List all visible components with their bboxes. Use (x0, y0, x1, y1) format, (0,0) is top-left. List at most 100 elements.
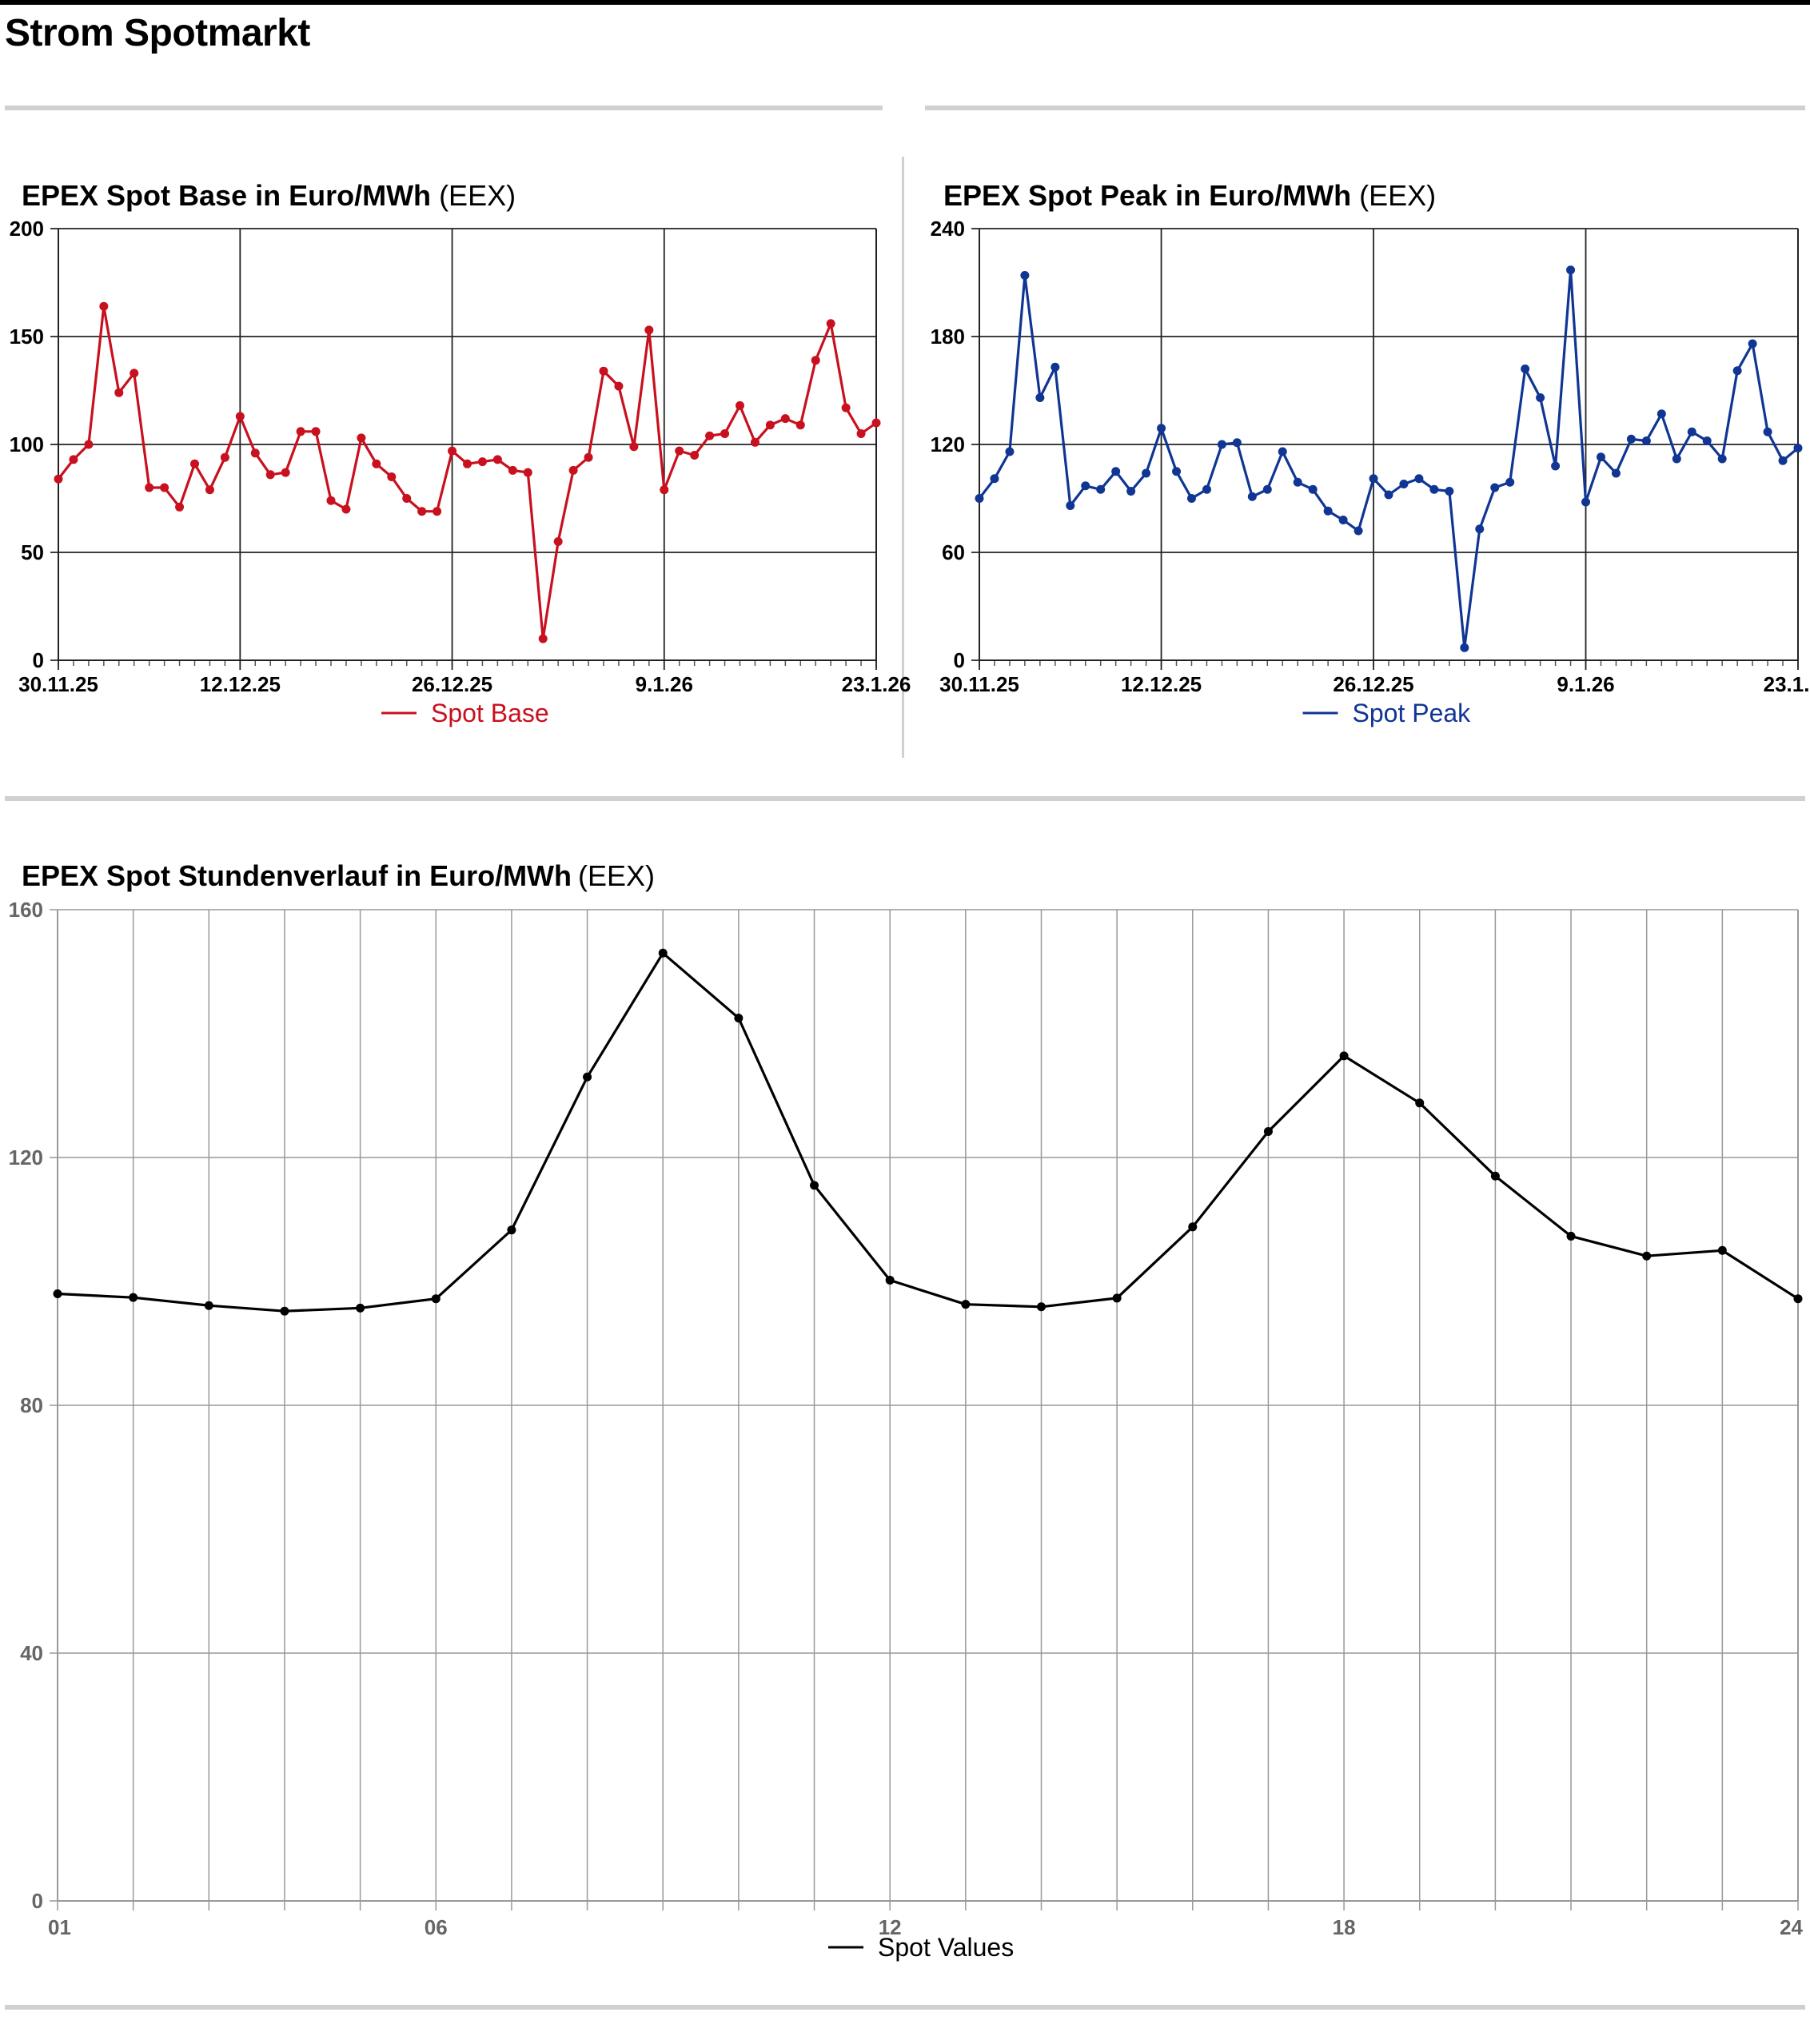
peak-data-point (1505, 477, 1515, 487)
base-chart-title-text: EPEX Spot Base in Euro/MWh (22, 179, 432, 212)
hourly-data-point (1339, 1051, 1349, 1061)
base-xtick-label: 23.1.26 (842, 672, 911, 696)
base-data-point (856, 429, 866, 438)
base-data-point (205, 485, 214, 495)
peak-data-point (1278, 447, 1287, 456)
peak-xtick-label: 9.1.26 (1557, 672, 1614, 696)
base-data-point (660, 485, 669, 495)
hourly-ytick-label: 40 (20, 1641, 43, 1665)
peak-chart-title: EPEX Spot Peak in Euro/MWh (EEX) (943, 179, 1436, 213)
base-data-point (811, 356, 820, 365)
peak-legend-label: Spot Peak (1353, 699, 1472, 727)
peak-data-point (1732, 366, 1742, 376)
peak-xtick-label: 23.1.26 (1764, 672, 1810, 696)
base-data-point (523, 468, 532, 477)
peak-data-point (1308, 484, 1318, 494)
peak-data-point (1369, 474, 1378, 484)
hourly-chart: 0 40 80 120 160 01 06 12 18 24 Spot Values (9, 898, 1804, 1962)
peak-data-point (1262, 484, 1272, 494)
peak-chart: 0 60 120 180 240 30.11.25 12.12.25 26.12.25 9.1.… (931, 217, 1810, 727)
base-data-point (250, 448, 260, 458)
peak-data-point (1445, 487, 1454, 496)
base-data-point (372, 459, 381, 468)
base-data-point (599, 366, 608, 376)
base-data-point (795, 420, 805, 430)
hourly-data-point (1415, 1098, 1425, 1108)
base-data-point (433, 507, 442, 516)
base-data-point (871, 418, 881, 428)
base-data-point (387, 472, 397, 481)
peak-data-point (1157, 424, 1166, 433)
hourly-data-point (507, 1225, 516, 1235)
section-divider-middle (5, 796, 1805, 801)
base-data-point (130, 369, 139, 378)
hourly-xtick-label: 01 (48, 1915, 71, 1939)
base-data-point (736, 400, 744, 410)
base-data-point (357, 433, 366, 443)
base-data-point (417, 507, 427, 516)
peak-data-point (1490, 483, 1500, 492)
peak-data-point (1005, 447, 1015, 456)
base-legend-label: Spot Base (431, 699, 549, 727)
peak-data-point (1702, 436, 1712, 445)
hourly-series-line (57, 951, 1799, 1313)
hourly-data-point (734, 1014, 744, 1023)
base-series-line (57, 305, 877, 640)
base-data-point (463, 459, 472, 468)
peak-data-point (1186, 494, 1196, 503)
base-ytick-label: 0 (33, 648, 44, 672)
base-data-point (553, 537, 563, 546)
hourly-data-point (1793, 1294, 1803, 1304)
base-chart: 0 50 100 150 200 30.11.25 12.12.25 26.12.25 9.1.… (10, 217, 911, 727)
base-data-point (644, 325, 654, 335)
peak-chart-title-text: EPEX Spot Peak in Euro/MWh (943, 179, 1352, 212)
peak-data-point (1717, 454, 1727, 464)
hourly-xtick-label: 18 (1333, 1915, 1356, 1939)
peak-data-point (1460, 643, 1469, 652)
base-data-point (341, 504, 351, 514)
base-data-point (99, 301, 109, 311)
peak-data-point (1202, 484, 1211, 494)
peak-data-point (975, 494, 984, 503)
peak-data-point (1051, 362, 1060, 372)
hourly-data-point (53, 1289, 62, 1298)
base-data-point (326, 496, 336, 505)
peak-data-point (1763, 427, 1772, 436)
peak-data-point (990, 474, 999, 484)
base-data-point (84, 440, 94, 449)
hourly-data-point (810, 1181, 819, 1190)
peak-xtick-label: 12.12.25 (1121, 672, 1202, 696)
base-ytick-label: 150 (10, 325, 44, 349)
base-data-point (705, 431, 715, 440)
hourly-data-point (583, 1072, 592, 1082)
peak-data-point (1338, 516, 1348, 524)
hourly-data-point (1112, 1293, 1122, 1303)
peak-data-point (1399, 480, 1409, 488)
peak-data-point (1217, 440, 1226, 449)
peak-data-point (1778, 456, 1788, 465)
base-data-point (448, 446, 457, 456)
peak-data-point (1611, 468, 1621, 478)
page-title: Strom Spotmarkt (5, 12, 310, 54)
column-divider (902, 157, 904, 758)
peak-xtick-label: 26.12.25 (1333, 672, 1413, 696)
base-data-point (220, 452, 229, 462)
peak-data-point (1142, 468, 1151, 478)
base-data-point (296, 427, 305, 436)
peak-data-point (1581, 497, 1591, 507)
base-data-point (477, 457, 487, 467)
peak-data-point (1748, 339, 1757, 349)
base-data-point (160, 483, 169, 492)
base-chart-title: EPEX Spot Base in Euro/MWh (EEX) (22, 179, 516, 213)
hourly-chart-source: (EEX) (578, 859, 656, 892)
peak-data-point (1596, 452, 1605, 462)
hourly-data-point (356, 1303, 365, 1313)
base-data-point (190, 459, 199, 468)
peak-data-point (1111, 467, 1121, 476)
peak-data-point (1672, 454, 1681, 464)
hourly-xtick-label: 24 (1780, 1915, 1803, 1939)
base-data-point (175, 502, 185, 512)
base-data-point (720, 429, 730, 438)
base-data-point (311, 427, 321, 436)
